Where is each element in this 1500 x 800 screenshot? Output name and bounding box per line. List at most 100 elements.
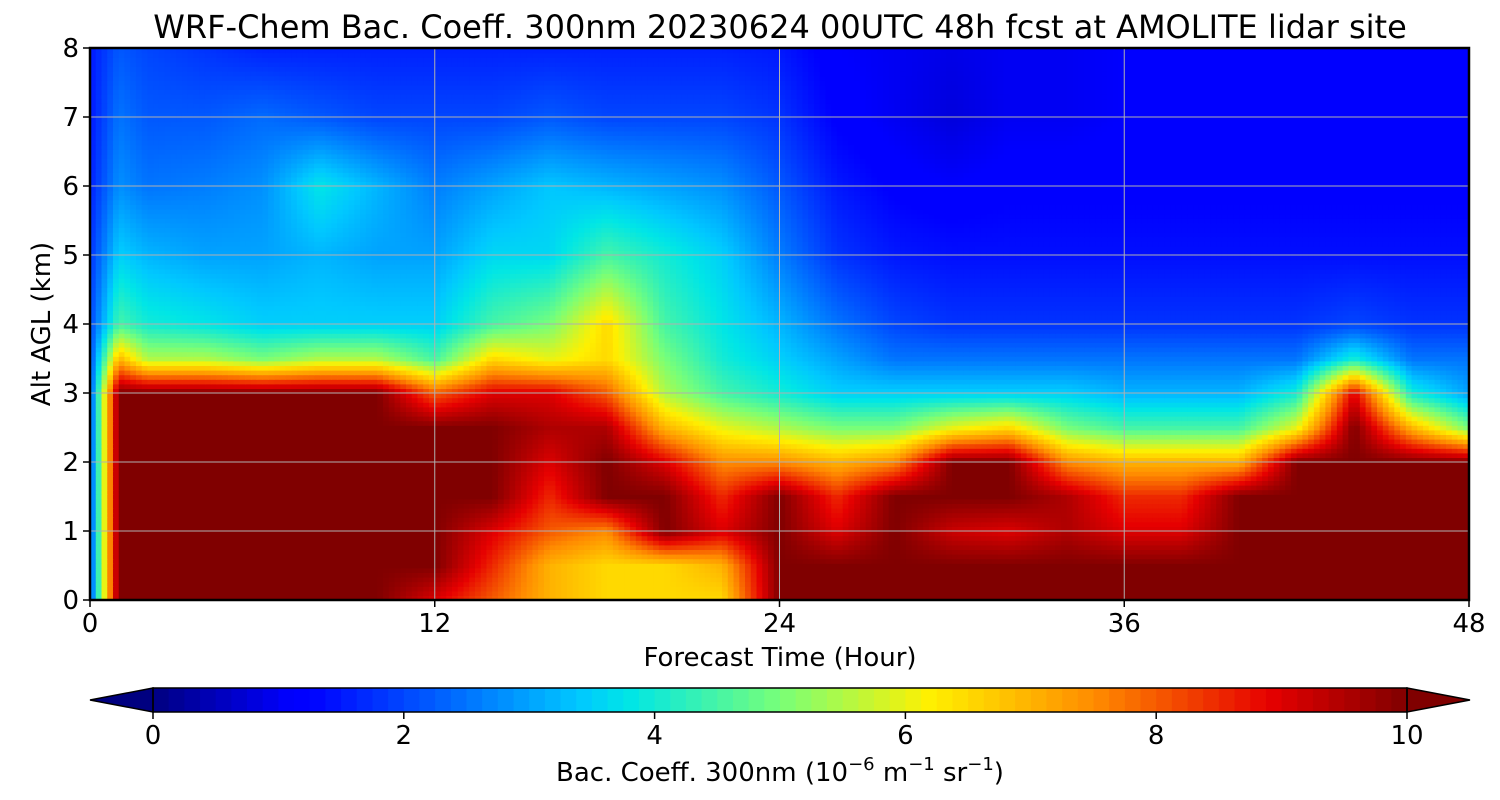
heatmap-cell	[601, 521, 608, 527]
heatmap-cell	[905, 586, 913, 592]
heatmap-cell	[457, 517, 465, 523]
heatmap-cell	[423, 554, 430, 560]
heatmap-cell	[1451, 595, 1459, 600]
heatmap-cell	[1411, 577, 1418, 583]
heatmap-cell	[664, 563, 671, 569]
heatmap-cell	[1423, 590, 1430, 596]
heatmap-cell	[383, 544, 390, 550]
heatmap-cell	[877, 595, 884, 600]
heatmap-cell	[790, 512, 798, 518]
heatmap-cell	[1170, 590, 1177, 596]
heatmap-cell	[118, 535, 126, 541]
heatmap-cell	[1244, 581, 1252, 587]
heatmap-cell	[607, 577, 614, 583]
heatmap-cell	[210, 535, 218, 541]
heatmap-cell	[1279, 508, 1286, 514]
heatmap-cell	[1061, 595, 1068, 600]
heatmap-cell	[319, 517, 327, 523]
heatmap-cell	[578, 572, 585, 578]
heatmap-cell	[555, 558, 562, 564]
heatmap-cell	[1256, 508, 1263, 514]
heatmap-cell	[130, 521, 137, 527]
heatmap-cell	[1204, 521, 1212, 527]
heatmap-cell	[423, 521, 430, 527]
heatmap-cell	[463, 586, 470, 592]
heatmap-cell	[676, 595, 683, 600]
heatmap-cell	[911, 595, 918, 600]
heatmap-cell	[641, 535, 648, 541]
heatmap-cell	[1331, 577, 1338, 583]
heatmap-cell	[273, 549, 281, 555]
heatmap-cell	[796, 558, 804, 564]
heatmap-cell	[693, 590, 700, 596]
heatmap-cell	[492, 540, 499, 546]
heatmap-cell	[779, 535, 786, 541]
heatmap-cell	[90, 544, 97, 550]
heatmap-cell	[503, 531, 511, 537]
heatmap-cell	[584, 554, 591, 560]
heatmap-cell	[1175, 535, 1183, 541]
heatmap-cell	[486, 503, 493, 509]
heatmap-cell	[440, 554, 447, 560]
heatmap-cell	[768, 508, 775, 514]
heatmap-cell	[693, 554, 700, 560]
heatmap-cell	[1164, 595, 1171, 600]
heatmap-cell	[900, 540, 907, 546]
heatmap-cell	[434, 517, 442, 523]
heatmap-cell	[360, 595, 367, 600]
heatmap-cell	[1032, 554, 1039, 560]
heatmap-cell	[813, 563, 821, 569]
heatmap-cell	[1227, 521, 1235, 527]
heatmap-cell	[457, 563, 465, 569]
heatmap-cell	[383, 577, 390, 583]
heatmap-cell	[147, 558, 154, 564]
heatmap-cell	[480, 590, 488, 596]
heatmap-cell	[1273, 577, 1280, 583]
heatmap-cell	[1175, 521, 1183, 527]
heatmap-cell	[871, 567, 878, 573]
heatmap-cell	[997, 503, 1005, 509]
heatmap-cell	[762, 567, 769, 573]
heatmap-cell	[768, 595, 775, 600]
heatmap-cell	[509, 558, 516, 564]
heatmap-cell	[170, 544, 177, 550]
heatmap-cell	[233, 535, 240, 541]
heatmap-cell	[1204, 572, 1212, 578]
heatmap-cell	[256, 503, 263, 509]
heatmap-cell	[181, 558, 189, 564]
heatmap-cell	[951, 508, 959, 514]
heatmap-cell	[411, 544, 419, 550]
heatmap-cell	[268, 540, 275, 546]
heatmap-cell	[1101, 521, 1108, 527]
heatmap-cell	[710, 535, 717, 541]
heatmap-cell	[900, 590, 907, 596]
heatmap-cell	[273, 526, 281, 532]
heatmap-cell	[779, 577, 786, 583]
heatmap-cell	[1158, 549, 1166, 555]
heatmap-cell	[118, 577, 126, 583]
heatmap-cell	[612, 526, 620, 532]
heatmap-cell	[365, 535, 373, 541]
heatmap-cell	[808, 521, 815, 527]
heatmap-cell	[1285, 540, 1292, 546]
heatmap-cell	[882, 535, 890, 541]
heatmap-cell	[1038, 526, 1045, 532]
heatmap-cell	[1124, 563, 1131, 569]
heatmap-cell	[1446, 535, 1453, 541]
heatmap-cell	[768, 503, 775, 509]
heatmap-cell	[302, 563, 309, 569]
heatmap-cell	[1262, 558, 1269, 564]
heatmap-cell	[974, 554, 982, 560]
heatmap-cell	[1285, 567, 1292, 573]
heatmap-cell	[992, 572, 999, 578]
heatmap-cell	[480, 595, 488, 600]
heatmap-cell	[768, 549, 775, 555]
heatmap-cell	[894, 595, 901, 600]
heatmap-cell	[566, 521, 574, 527]
heatmap-cell	[658, 595, 666, 600]
heatmap-cell	[147, 563, 154, 569]
heatmap-cell	[1296, 558, 1303, 564]
heatmap-cell	[658, 577, 666, 583]
heatmap-cell	[417, 581, 424, 587]
heatmap-cell	[1457, 544, 1464, 550]
